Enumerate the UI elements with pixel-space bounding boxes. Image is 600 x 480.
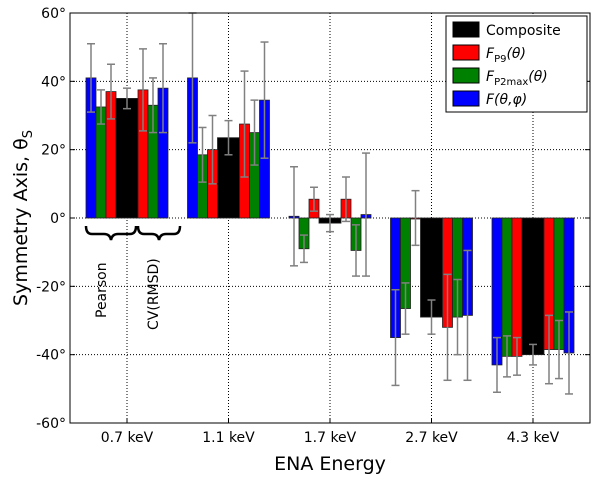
- cv-rmsd-annotation: CV(RMSD): [136, 225, 182, 330]
- y-tick-label: 60°: [41, 6, 66, 22]
- y-axis-label: Symmetry Axis, θS: [10, 130, 36, 306]
- pearson-label: Pearson: [94, 262, 110, 318]
- y-ticks: 60° 40° 20° 0° -20° -40° -60°: [36, 6, 590, 432]
- legend-swatch: [452, 44, 480, 61]
- error-bars: [87, 12, 573, 395]
- cv-rmsd-label: CV(RMSD): [146, 258, 162, 330]
- legend-label: FP9(θ): [486, 46, 526, 65]
- x-axis-label: ENA Energy: [274, 453, 386, 475]
- legend-label: F(θ,φ): [486, 92, 527, 108]
- y-tick-label: 20°: [41, 143, 66, 159]
- legend-label: Composite: [486, 23, 561, 39]
- pearson-annotation: Pearson: [84, 225, 138, 318]
- x-tick-label: 2.7 keV: [405, 430, 458, 446]
- x-tick-label: 1.7 keV: [304, 430, 357, 446]
- x-ticks: 0.7 keV 1.1 keV 1.7 keV 2.7 keV 4.3 keV: [101, 418, 560, 446]
- legend-swatch: [452, 67, 480, 84]
- x-tick-label: 4.3 keV: [507, 430, 560, 446]
- legend: Composite FP9(θ) FP2max(θ) F(θ,φ): [445, 15, 588, 113]
- y-tick-label: -40°: [36, 348, 66, 364]
- y-tick-label: -60°: [36, 416, 66, 432]
- y-tick-label: 40°: [41, 74, 66, 90]
- legend-swatch: [452, 21, 480, 38]
- bar: [511, 217, 523, 357]
- bar: [115, 98, 139, 219]
- bar: [521, 217, 545, 356]
- x-tick-label: 0.7 keV: [101, 430, 154, 446]
- cv-rmsd-brace: [136, 225, 182, 241]
- legend-label: FP2max(θ): [486, 69, 548, 88]
- legend-swatch: [452, 90, 480, 107]
- y-tick-label: 0°: [50, 211, 66, 227]
- pearson-brace: [84, 225, 138, 241]
- y-tick-label: -20°: [36, 279, 66, 295]
- x-tick-label: 1.1 keV: [202, 430, 255, 446]
